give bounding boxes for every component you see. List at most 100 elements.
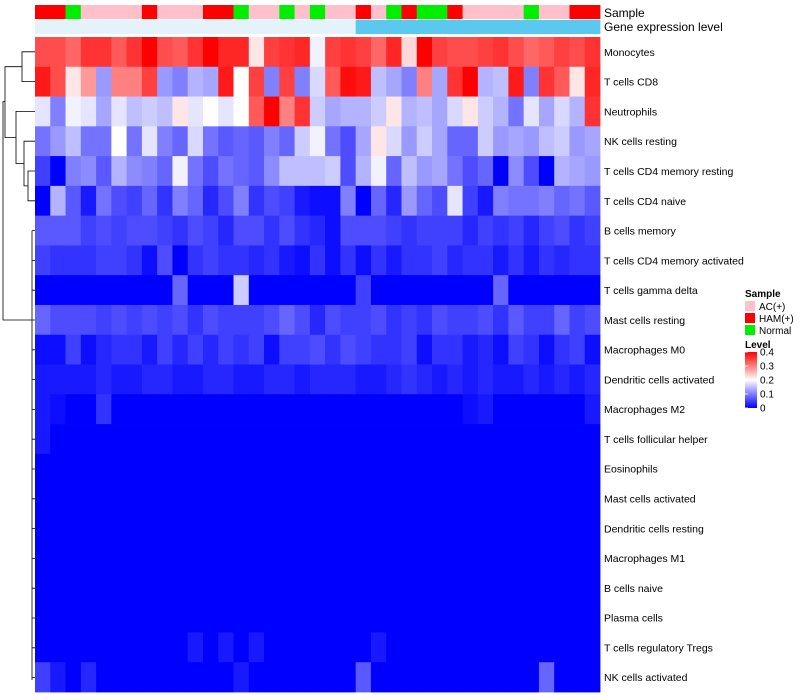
heatmap-cell: [65, 364, 82, 395]
heatmap-cell: [386, 96, 402, 127]
heatmap-cell: [157, 334, 173, 365]
heatmap-cell: [370, 334, 387, 365]
heatmap-cell: [233, 334, 250, 365]
heatmap-cell: [477, 185, 494, 217]
heatmap-cell: [157, 632, 173, 663]
heatmap-cell: [126, 513, 143, 544]
heatmap-cell: [523, 215, 540, 246]
heatmap-cell: [187, 513, 204, 544]
row-labels: Monocytes T cells CD8 Neutrophils NK cells …: [604, 47, 744, 684]
heatmap-cell: [370, 364, 387, 395]
heatmap-cell: [96, 543, 112, 574]
heatmap-cell: [370, 453, 387, 484]
heatmap-cell: [432, 364, 448, 395]
sample-annotation-cell: [35, 5, 51, 19]
expression-level-annotation-cell: [294, 20, 311, 34]
heatmap-cell: [187, 632, 204, 663]
heatmap-cell: [248, 364, 265, 395]
heatmap-cell: [569, 334, 586, 365]
heatmap-cell: [187, 572, 204, 604]
heatmap-cell: [279, 394, 295, 425]
heatmap-cell: [157, 275, 173, 306]
heatmap-cell: [65, 96, 82, 127]
heatmap-cell: [355, 275, 372, 306]
heatmap-cell: [462, 96, 479, 127]
heatmap-cell: [141, 394, 158, 425]
heatmap-cell: [523, 662, 540, 693]
expression-level-annotation-cell: [355, 20, 372, 34]
heatmap-cell: [493, 126, 509, 157]
heatmap-cell: [264, 602, 280, 633]
heatmap-cell: [294, 245, 311, 276]
heatmap-cell: [355, 662, 372, 693]
heatmap-cell: [279, 513, 295, 544]
heatmap-cell: [218, 96, 234, 127]
heatmap-cell: [523, 66, 540, 97]
sample-annotation-cell: [386, 5, 402, 19]
heatmap-cell: [493, 37, 509, 68]
heatmap-cell: [462, 662, 479, 693]
heatmap-cell: [584, 304, 601, 336]
heatmap-cell: [325, 245, 341, 276]
heatmap-cell: [584, 453, 601, 484]
heatmap-cell: [96, 37, 112, 68]
heatmap-cell: [294, 632, 311, 663]
expression-level-annotation-cell: [401, 20, 418, 34]
heatmap-cell: [447, 185, 463, 217]
heatmap-cell: [584, 275, 601, 306]
heatmap-cell: [340, 304, 357, 336]
heatmap-cell: [569, 662, 586, 693]
sample-annotation-cell: [309, 5, 326, 19]
heatmap-cell: [218, 245, 234, 276]
row-label: Plasma cells: [604, 613, 663, 625]
heatmap-cell: [538, 602, 555, 633]
heatmap-cell: [248, 37, 265, 68]
heatmap-cell: [508, 543, 525, 574]
heatmap-cell: [111, 364, 128, 395]
heatmap-cell: [65, 334, 82, 365]
heatmap-cell: [584, 96, 601, 127]
heatmap-cell: [447, 394, 463, 425]
heatmap-cell: [416, 453, 433, 484]
heatmap-cell: [477, 156, 494, 187]
heatmap-cell: [187, 483, 204, 514]
heatmap-cell: [309, 156, 326, 187]
heatmap-cell: [294, 364, 311, 395]
heatmap-cell: [355, 96, 372, 127]
heatmap-cell: [508, 483, 525, 514]
sample-annotation-cell: [141, 5, 158, 19]
heatmap-cell: [294, 156, 311, 187]
heatmap-cell: [35, 602, 51, 633]
sample-annotation-cell: [401, 5, 418, 19]
heatmap-cell: [35, 245, 51, 276]
heatmap-cell: [340, 37, 357, 68]
heatmap-cell: [569, 185, 586, 217]
heatmap-cell: [65, 424, 82, 455]
expression-level-annotation-cell: [233, 20, 250, 34]
heatmap-cell: [233, 215, 250, 246]
heatmap-cell: [416, 66, 433, 97]
heatmap-cell: [111, 66, 128, 97]
heatmap-cell: [523, 632, 540, 663]
heatmap-cell: [538, 126, 555, 157]
heatmap-cell: [248, 245, 265, 276]
sample-annotation-cell: [187, 5, 204, 19]
heatmap-cell: [340, 275, 357, 306]
heatmap-cell: [264, 662, 280, 693]
heatmap-cell: [264, 66, 280, 97]
heatmap-cell: [35, 126, 51, 157]
heatmap-cell: [523, 185, 540, 217]
heatmap-cell: [35, 37, 51, 68]
heatmap-cell: [340, 483, 357, 514]
heatmap-cell: [96, 156, 112, 187]
heatmap-cell: [111, 394, 128, 425]
heatmap-cell: [218, 453, 234, 484]
heatmap-cell: [126, 543, 143, 574]
heatmap-cell: [325, 543, 341, 574]
heatmap-cell: [554, 215, 570, 246]
heatmap-cell: [187, 245, 204, 276]
heatmap-cell: [202, 304, 219, 336]
heatmap-cell: [432, 304, 448, 336]
heatmap-cell: [111, 275, 128, 306]
heatmap-cell: [401, 394, 418, 425]
